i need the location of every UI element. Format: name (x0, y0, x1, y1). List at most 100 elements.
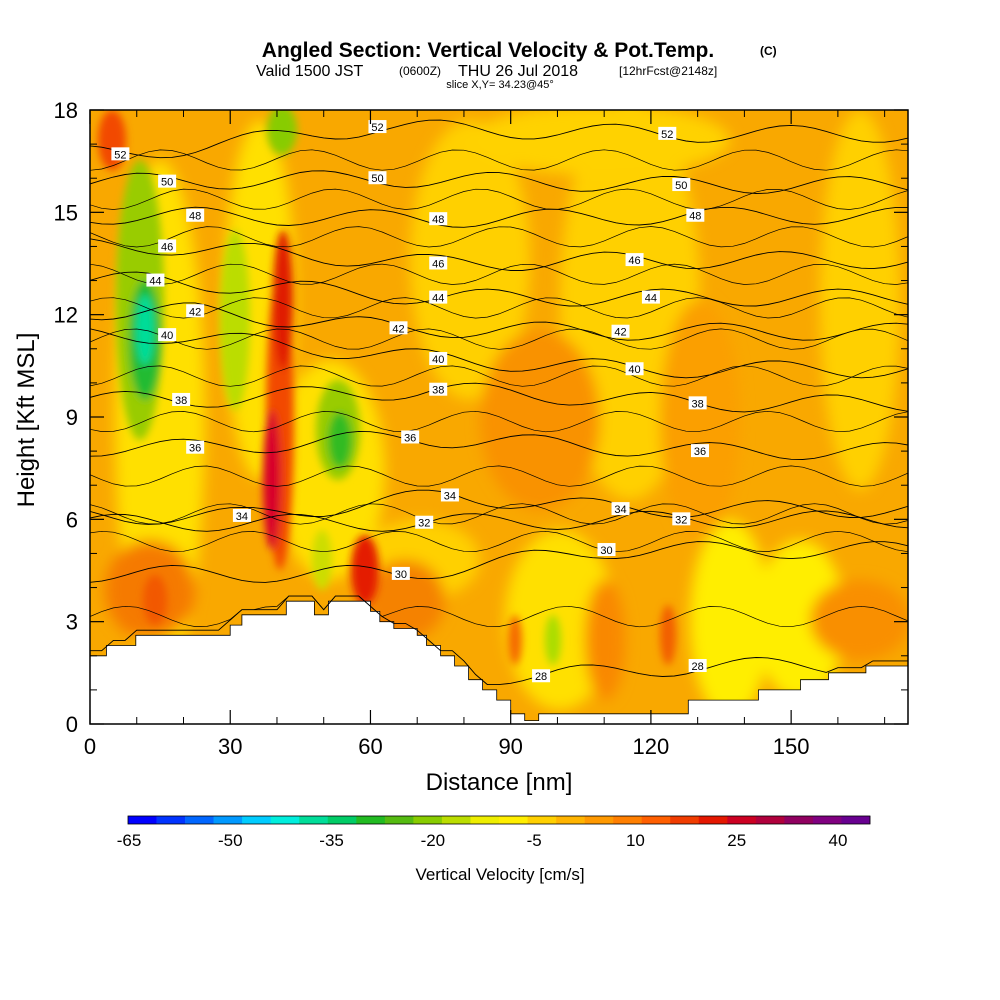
valid-prefix: Valid 1500 JST (256, 63, 364, 80)
x-axis: 0 30 60 90 120 150 (84, 110, 886, 759)
colorbar-swatch (299, 816, 329, 824)
contour-label: 40 (158, 328, 177, 342)
chart-title: Angled Section: Vertical Velocity & Pot.… (262, 39, 714, 62)
svg-text:44: 44 (432, 293, 444, 305)
svg-text:46: 46 (161, 241, 173, 253)
svg-text:34: 34 (236, 511, 248, 523)
colorbar-swatch (556, 816, 585, 824)
valid-utc: (0600Z) (399, 64, 441, 78)
svg-text:28: 28 (535, 671, 547, 683)
contour-label: 44 (429, 290, 448, 305)
valid-date: THU 26 Jul 2018 (458, 63, 578, 80)
contour-label: 38 (688, 396, 707, 410)
contour-label: 42 (186, 304, 205, 318)
svg-text:40: 40 (161, 330, 173, 342)
colorbar-tick-label: 25 (727, 831, 746, 850)
y-tick-label: 0 (66, 712, 78, 737)
colorbar-swatch (356, 816, 386, 824)
contour-label: 46 (429, 256, 448, 271)
svg-text:48: 48 (689, 211, 701, 223)
y-tick-label: 6 (66, 507, 78, 532)
colorbar-swatch (499, 816, 528, 824)
contour-label: 34 (232, 508, 251, 523)
colorbar-swatch (384, 816, 414, 824)
contour-label: 52 (368, 120, 387, 134)
contour-line-minor (90, 410, 908, 433)
y-tick-label: 3 (66, 610, 78, 635)
contour-label: 28 (532, 669, 551, 683)
x-axis-label: Distance [nm] (426, 769, 573, 796)
colorbar-swatch (613, 816, 642, 824)
svg-text:30: 30 (395, 569, 407, 581)
terrain-mask (90, 600, 908, 724)
contour-label: 32 (672, 512, 691, 526)
y-tick-label: 15 (54, 200, 78, 225)
svg-text:42: 42 (392, 323, 404, 335)
colorbar-tick-label: 10 (626, 831, 645, 850)
contour-label: 48 (429, 212, 448, 226)
svg-text:38: 38 (175, 395, 187, 407)
svg-text:50: 50 (371, 173, 383, 185)
contour-line-52 (90, 119, 908, 159)
colorbar-tick-label: -35 (319, 831, 344, 850)
contour-line-minor (90, 595, 908, 628)
colorbar-swatch (213, 816, 243, 824)
svg-text:36: 36 (404, 432, 416, 444)
contour-label: 52 (111, 147, 130, 161)
colorbar-swatch (812, 816, 842, 824)
contour-line-44 (90, 271, 908, 307)
svg-text:42: 42 (189, 306, 201, 318)
contour-line-48 (90, 206, 908, 228)
contour-label: 48 (686, 208, 705, 223)
colorbar-swatch (584, 816, 614, 824)
contour-label: 38 (172, 392, 191, 407)
x-tick-label: 0 (84, 734, 96, 759)
velocity-field: 52 52 52 50 50 50 48 48 48 46 46 46 44 44 44 42 42 42 40 40… (90, 110, 908, 724)
contour-line-50 (90, 170, 908, 194)
slice-info: slice X,Y= 34.23@45° (446, 79, 554, 91)
colorbar-swatch (527, 816, 557, 824)
svg-text:44: 44 (645, 293, 657, 305)
svg-text:32: 32 (675, 514, 687, 526)
colorbar-swatch (156, 816, 186, 824)
colorbar-tick-label: -20 (421, 831, 446, 850)
svg-text:46: 46 (432, 259, 444, 271)
contour-line-42 (90, 302, 908, 341)
contour-line-40 (90, 328, 908, 379)
svg-text:36: 36 (189, 443, 201, 455)
contour-label: 32 (415, 515, 434, 530)
contour-label: 28 (688, 659, 707, 673)
contour-line-minor (90, 530, 908, 553)
contour-line-32 (90, 510, 908, 532)
svg-text:34: 34 (444, 490, 456, 502)
contour-line-46 (90, 238, 908, 271)
svg-text:50: 50 (161, 177, 173, 189)
svg-text:46: 46 (628, 255, 640, 267)
contour-label: 38 (429, 382, 448, 397)
contour-label: 44 (146, 273, 165, 288)
contour-line-minor (90, 365, 908, 387)
colorbar-swatch (470, 816, 500, 824)
contour-label: 42 (389, 321, 408, 335)
contour-line-38 (90, 382, 908, 413)
contour-label: 52 (658, 126, 677, 141)
contour-label: 30 (597, 543, 616, 557)
svg-text:50: 50 (675, 180, 687, 192)
contour-label: 48 (186, 208, 205, 223)
svg-text:40: 40 (628, 364, 640, 376)
colorbar-swatch (670, 816, 700, 824)
colorbar-swatch (327, 816, 357, 824)
contour-label: 50 (368, 171, 387, 185)
colorbar-swatch (441, 816, 471, 824)
contour-label: 50 (672, 178, 691, 192)
colorbar (127, 815, 871, 825)
colorbar-swatch (727, 816, 757, 824)
colorbar-swatch (242, 816, 271, 824)
colorbar-tick-label: -65 (117, 831, 142, 850)
contour-line-minor (90, 465, 908, 487)
svg-text:52: 52 (371, 122, 383, 134)
forecast-info: [12hrFcst@2148z] (619, 64, 717, 78)
y-tick-label: 9 (66, 405, 78, 430)
